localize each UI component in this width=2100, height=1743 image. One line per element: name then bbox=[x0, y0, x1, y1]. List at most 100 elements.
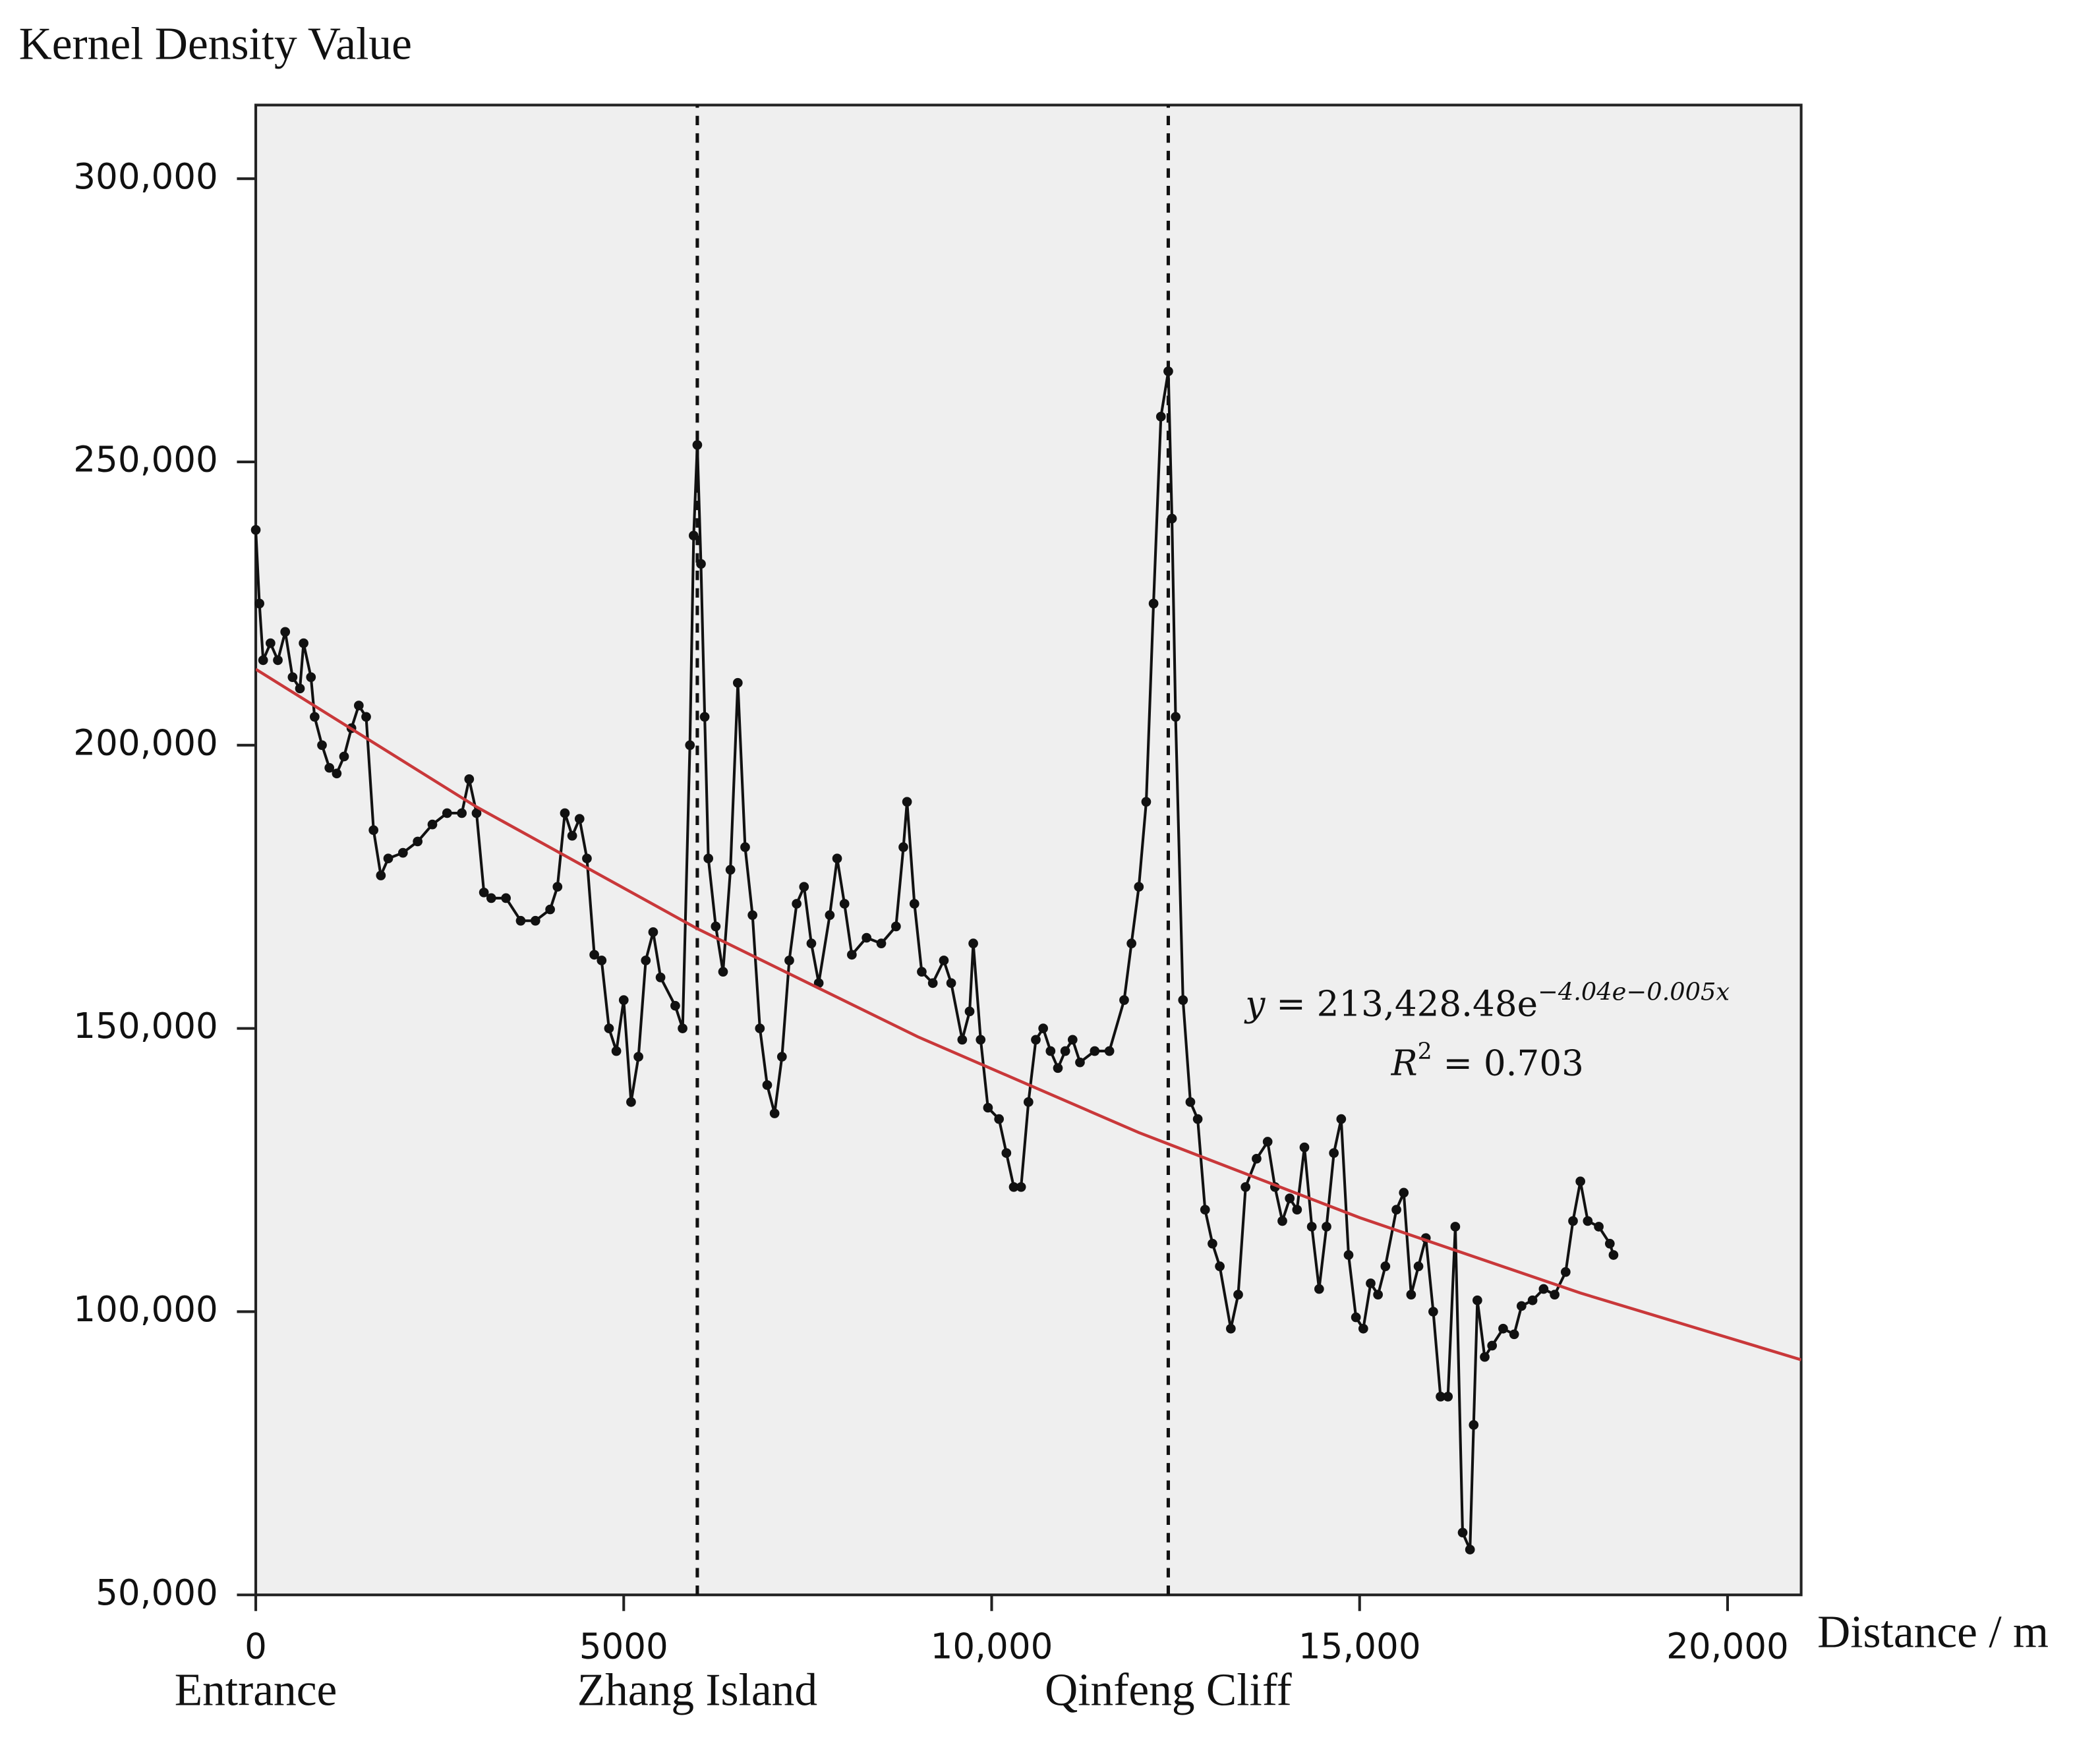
data-point bbox=[1457, 1528, 1468, 1538]
data-point bbox=[1185, 1097, 1196, 1107]
data-point bbox=[1568, 1216, 1578, 1226]
data-point bbox=[1075, 1057, 1085, 1068]
data-point bbox=[1373, 1290, 1383, 1300]
data-point bbox=[442, 808, 452, 818]
data-point bbox=[1428, 1307, 1438, 1317]
data-point bbox=[339, 751, 349, 762]
data-point bbox=[1329, 1148, 1339, 1158]
data-point bbox=[545, 904, 555, 915]
data-point bbox=[287, 672, 298, 682]
data-point bbox=[1299, 1142, 1310, 1153]
data-point bbox=[1060, 1046, 1070, 1056]
data-point bbox=[611, 1046, 622, 1056]
data-point bbox=[1178, 995, 1188, 1005]
data-point bbox=[1208, 1238, 1217, 1249]
data-point bbox=[983, 1102, 993, 1113]
data-point bbox=[832, 853, 842, 864]
data-point bbox=[1443, 1392, 1453, 1402]
data-point bbox=[769, 1108, 780, 1118]
data-point bbox=[1167, 513, 1177, 524]
data-point bbox=[376, 871, 386, 880]
data-point bbox=[678, 1023, 687, 1033]
data-point bbox=[876, 938, 887, 949]
data-point bbox=[324, 762, 335, 773]
data-point bbox=[1134, 882, 1144, 892]
data-point bbox=[383, 853, 394, 864]
y-tick-label: 200,000 bbox=[73, 722, 218, 763]
landmark-label: Zhang Island bbox=[577, 1665, 817, 1715]
data-point bbox=[1604, 1238, 1615, 1249]
data-point bbox=[1538, 1284, 1549, 1294]
data-point bbox=[1498, 1323, 1508, 1334]
data-point bbox=[1192, 1114, 1203, 1124]
data-point bbox=[1008, 1182, 1019, 1192]
data-point bbox=[1550, 1290, 1560, 1300]
x-tick-label: 0 bbox=[245, 1626, 267, 1667]
data-point bbox=[1119, 995, 1129, 1005]
data-point bbox=[699, 712, 710, 722]
data-point bbox=[567, 830, 577, 841]
data-point bbox=[633, 1052, 643, 1062]
eq-exponent: −4.04e−0.005x bbox=[1538, 977, 1730, 1006]
x-tick-label: 5000 bbox=[579, 1626, 668, 1667]
data-point bbox=[1358, 1323, 1368, 1334]
data-point bbox=[939, 956, 949, 965]
data-point bbox=[254, 598, 264, 609]
data-point bbox=[397, 847, 408, 858]
data-point bbox=[1351, 1312, 1361, 1323]
data-point bbox=[273, 655, 283, 666]
data-point bbox=[740, 842, 750, 852]
data-point bbox=[755, 1023, 765, 1033]
data-point bbox=[946, 978, 956, 988]
data-point bbox=[1155, 411, 1166, 422]
data-point bbox=[994, 1114, 1005, 1124]
data-point bbox=[917, 967, 927, 977]
data-point bbox=[891, 921, 901, 932]
data-point bbox=[1527, 1295, 1538, 1305]
data-point bbox=[258, 655, 268, 666]
data-point bbox=[589, 950, 599, 960]
data-point bbox=[1336, 1114, 1347, 1124]
data-point bbox=[1517, 1301, 1527, 1311]
data-point bbox=[486, 893, 496, 903]
data-point bbox=[1023, 1097, 1034, 1107]
data-point bbox=[692, 440, 703, 450]
y-tick-label: 150,000 bbox=[73, 1006, 218, 1046]
data-point bbox=[1038, 1023, 1049, 1033]
data-point bbox=[1469, 1419, 1479, 1430]
data-point bbox=[861, 932, 872, 943]
data-point bbox=[1016, 1182, 1026, 1192]
data-point bbox=[927, 978, 938, 988]
data-point bbox=[1450, 1222, 1461, 1232]
data-point bbox=[670, 1000, 680, 1011]
data-point bbox=[847, 950, 857, 960]
data-point bbox=[317, 740, 327, 751]
data-point bbox=[530, 915, 540, 926]
data-point bbox=[1509, 1329, 1519, 1340]
data-point bbox=[655, 972, 666, 983]
data-point bbox=[762, 1080, 773, 1090]
y-tick-label: 50,000 bbox=[96, 1572, 218, 1613]
landmark-label: Entrance bbox=[175, 1665, 337, 1715]
data-point bbox=[1001, 1148, 1012, 1158]
data-point bbox=[1240, 1182, 1251, 1192]
data-point bbox=[479, 887, 489, 898]
data-point bbox=[310, 712, 320, 722]
data-point bbox=[1436, 1392, 1445, 1402]
data-point bbox=[604, 1023, 614, 1033]
data-point bbox=[1406, 1290, 1416, 1300]
data-point bbox=[1104, 1046, 1115, 1056]
data-point bbox=[1233, 1290, 1243, 1300]
eq-lhs: y bbox=[1244, 983, 1266, 1024]
data-point bbox=[792, 899, 802, 909]
data-point bbox=[574, 814, 585, 824]
data-point bbox=[1141, 797, 1152, 807]
data-point bbox=[1171, 712, 1181, 722]
data-point bbox=[1148, 598, 1159, 609]
y-tick-label: 250,000 bbox=[73, 440, 218, 480]
data-point bbox=[688, 530, 699, 541]
data-point bbox=[976, 1035, 986, 1045]
data-point bbox=[685, 740, 695, 751]
data-point bbox=[464, 774, 475, 784]
